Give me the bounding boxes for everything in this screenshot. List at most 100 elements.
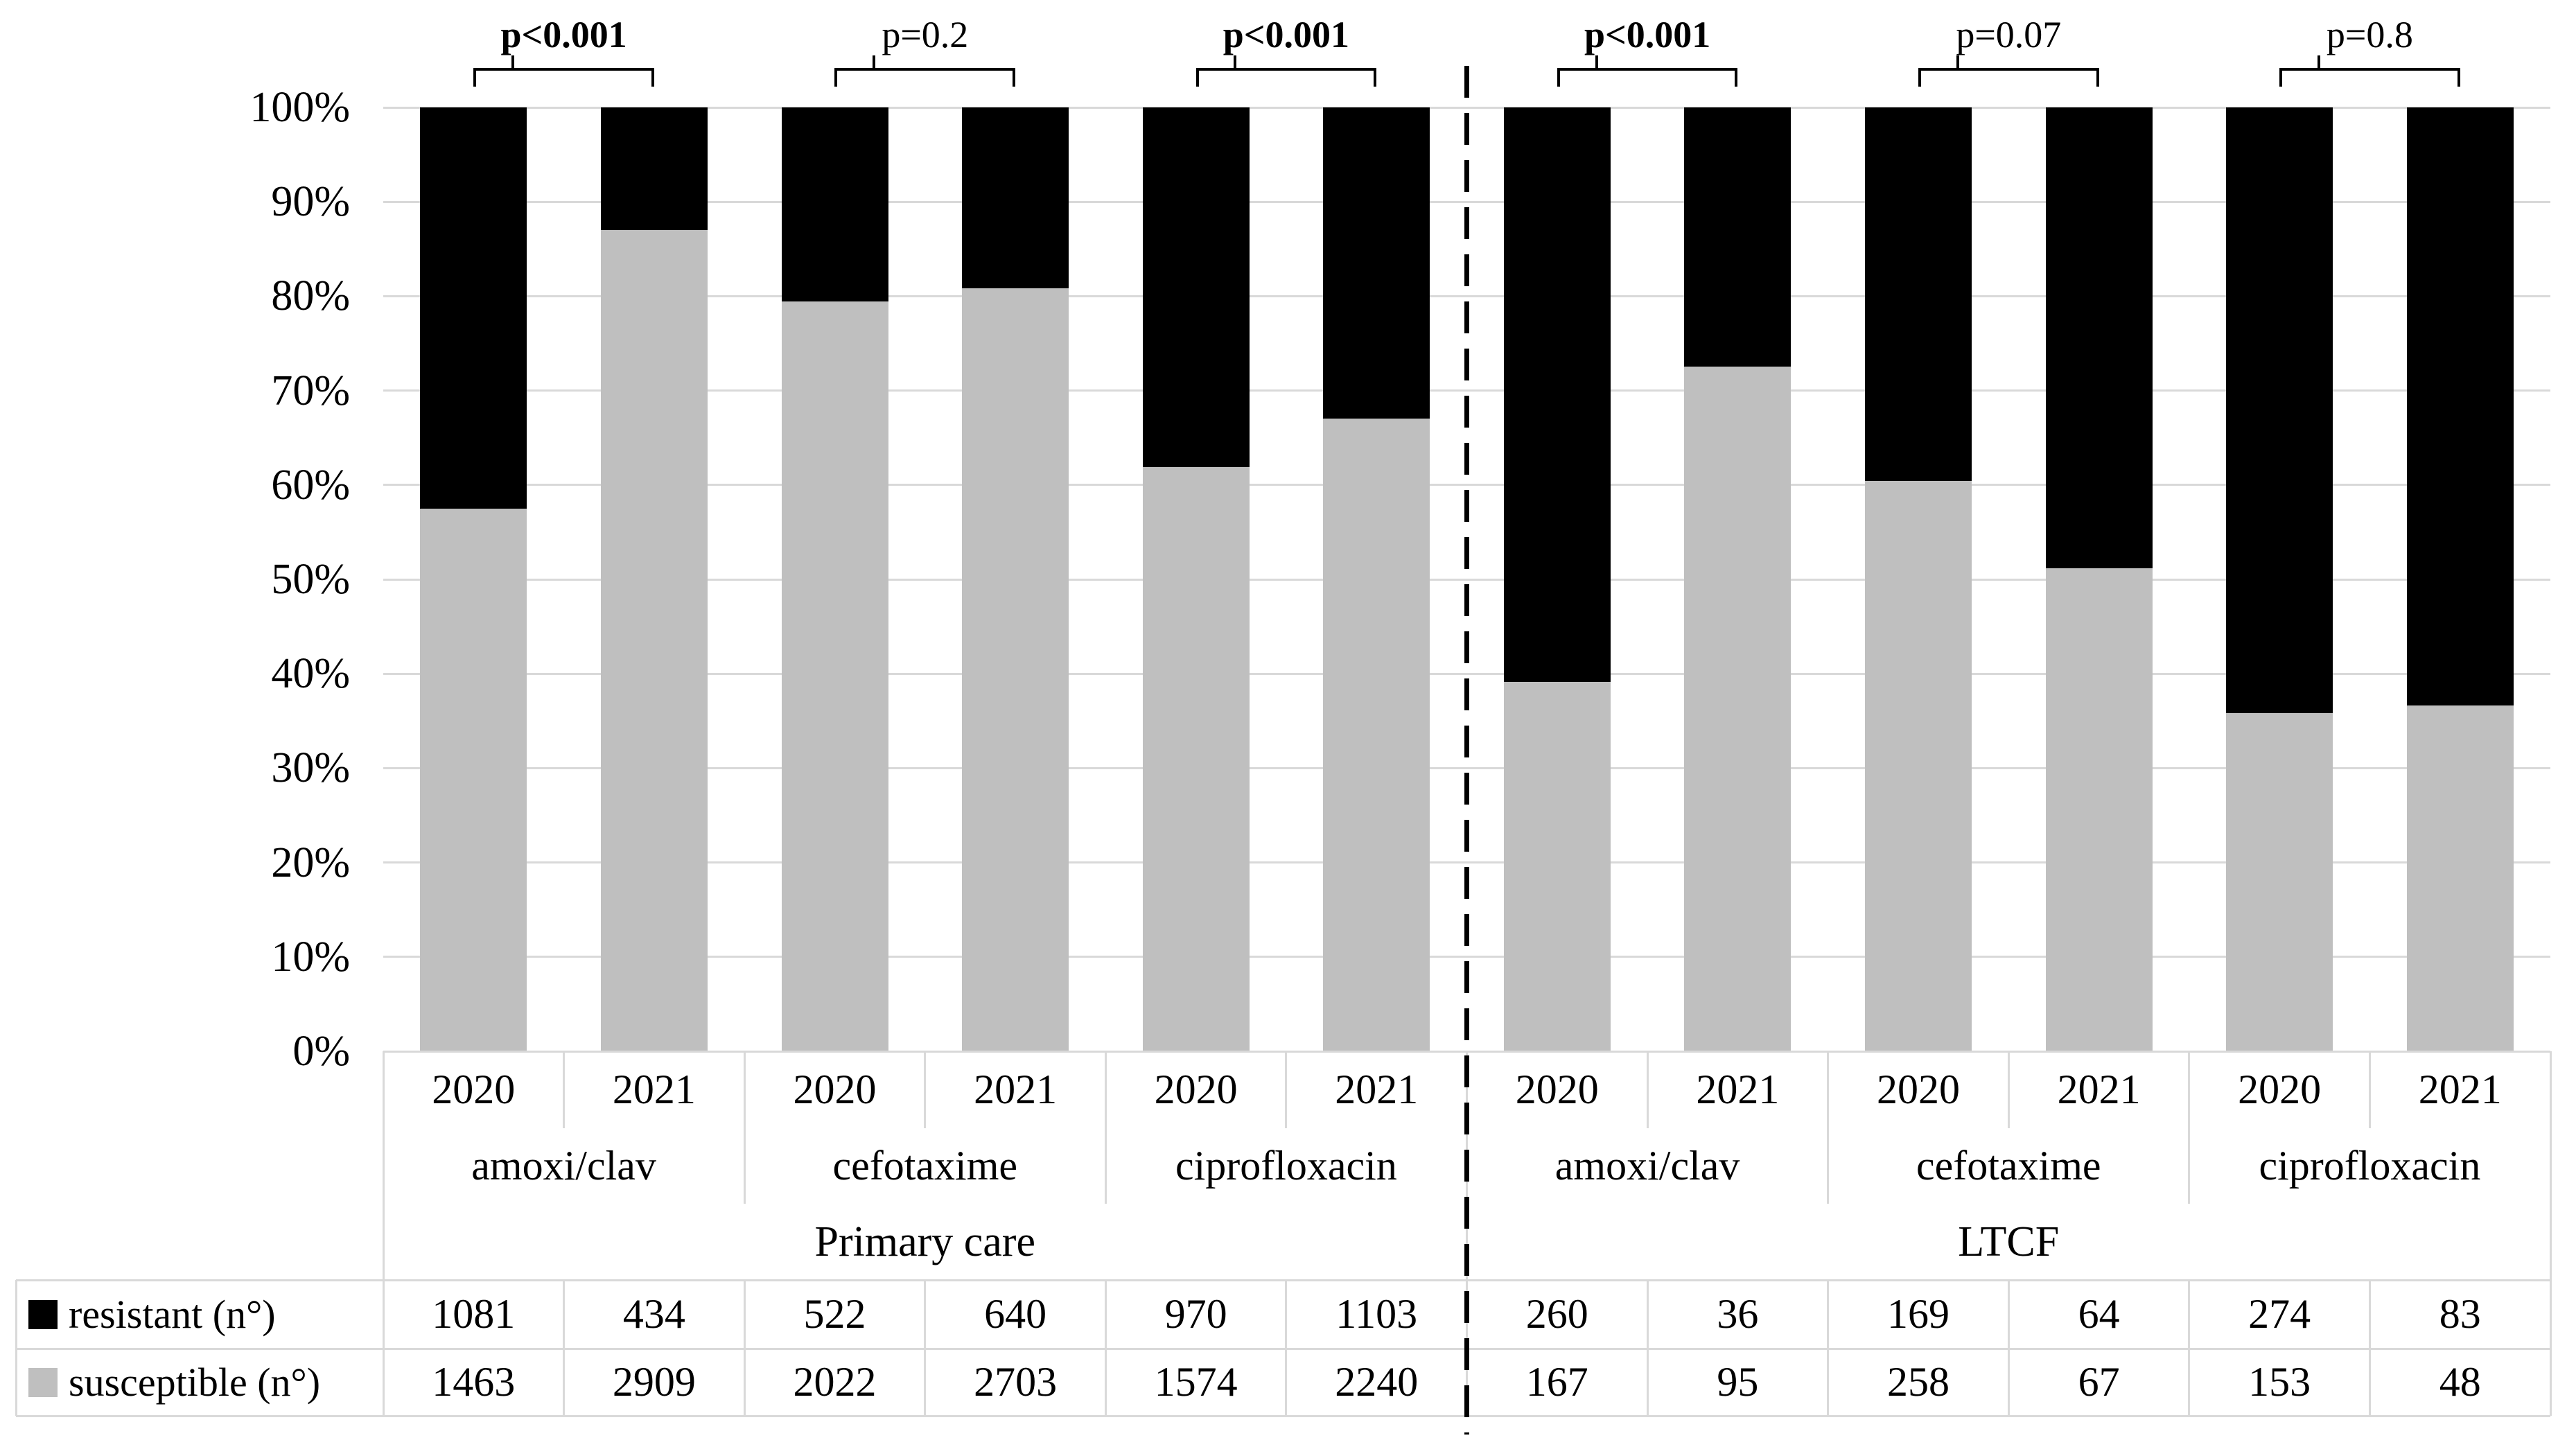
table-border-vertical <box>382 1051 385 1416</box>
legend-row-resistant: resistant (n°) <box>28 1280 382 1349</box>
susceptible-count-cell: 167 <box>1525 1359 1588 1405</box>
susceptible-count-cell: 2703 <box>974 1359 1058 1405</box>
table-border-vertical <box>563 1051 566 1128</box>
bracket-bar <box>473 68 654 71</box>
year-label: 2020 <box>1154 1067 1238 1112</box>
bracket-left-tick <box>2279 68 2283 87</box>
resistant-count-cell: 640 <box>984 1291 1047 1337</box>
bar-resistant-LTCF-ciprofloxacin-2021 <box>2406 107 2514 705</box>
bar-susceptible-LTCF-amoxi-clav-2021 <box>1684 367 1791 1051</box>
table-border-vertical <box>1646 1051 1649 1128</box>
table-border-vertical <box>382 1280 385 1416</box>
table-border-vertical <box>1827 1280 1830 1416</box>
bar-susceptible-Primary-care-ciprofloxacin-2020 <box>1142 467 1250 1051</box>
table-border-vertical <box>2368 1280 2371 1416</box>
resistant-count-cell: 274 <box>2248 1291 2311 1337</box>
setting-group-label: Primary care <box>814 1218 1035 1265</box>
antibiotic-label: amoxi/clav <box>471 1143 656 1189</box>
bar-susceptible-Primary-care-cefotaxime-2020 <box>781 301 888 1051</box>
legend-swatch-resistant <box>28 1299 58 1329</box>
table-border-vertical <box>1827 1051 1830 1204</box>
bar-resistant-Primary-care-cefotaxime-2021 <box>962 107 1069 288</box>
bracket-right-tick <box>2096 68 2099 87</box>
resistant-count-cell: 64 <box>2078 1291 2120 1337</box>
bar-resistant-Primary-care-ciprofloxacin-2020 <box>1142 107 1250 468</box>
bar-susceptible-Primary-care-amoxi-clav-2020 <box>420 508 527 1051</box>
susceptible-count-cell: 258 <box>1886 1359 1950 1405</box>
y-axis-tick-label: 80% <box>271 272 350 320</box>
p-value-label: p<0.001 <box>1584 14 1711 55</box>
bracket-bar <box>1195 68 1377 71</box>
p-value-label: p=0.2 <box>882 14 969 55</box>
table-border-horizontal <box>16 1279 2550 1281</box>
resistant-count-cell: 1081 <box>432 1291 516 1337</box>
p-value-label: p=0.8 <box>2326 14 2413 55</box>
bracket-left-tick <box>1557 68 1560 87</box>
bracket-left-tick <box>834 68 838 87</box>
p-value-label: p=0.07 <box>1956 14 2062 55</box>
legend-swatch-susceptible <box>28 1367 58 1397</box>
bar-resistant-LTCF-cefotaxime-2020 <box>1865 107 1972 482</box>
bracket-left-tick <box>1918 68 1921 87</box>
bar-resistant-LTCF-amoxi-clav-2021 <box>1684 107 1791 367</box>
table-border-vertical <box>2007 1051 2010 1128</box>
susceptible-count-cell: 95 <box>1717 1359 1759 1405</box>
legend-row-susceptible: susceptible (n°) <box>28 1349 382 1416</box>
y-axis-tick-label: 0% <box>292 1028 350 1075</box>
susceptible-count-cell: 67 <box>2078 1359 2120 1405</box>
bar-susceptible-LTCF-ciprofloxacin-2021 <box>2406 705 2514 1051</box>
bracket-bar <box>1557 68 1738 71</box>
antibiotic-label: amoxi/clav <box>1554 1143 1740 1189</box>
group-divider-dashed-line <box>1464 66 1469 1435</box>
bracket-right-tick <box>1013 68 1015 87</box>
resistant-count-cell: 83 <box>2439 1291 2481 1337</box>
resistant-count-cell: 1103 <box>1335 1291 1418 1337</box>
y-axis-tick-label: 40% <box>271 650 350 698</box>
bracket-bar <box>1918 68 2099 71</box>
resistant-count-cell: 434 <box>622 1291 685 1337</box>
table-border-vertical <box>1104 1051 1107 1204</box>
antibiotic-label: ciprofloxacin <box>2259 1143 2481 1189</box>
p-value-label: p<0.001 <box>500 14 627 55</box>
y-axis-tick-label: 90% <box>271 178 350 226</box>
year-label: 2020 <box>1876 1067 1960 1112</box>
bar-susceptible-Primary-care-amoxi-clav-2021 <box>600 229 708 1051</box>
bracket-left-tick <box>473 68 477 87</box>
table-border-vertical <box>1285 1051 1288 1128</box>
table-border-horizontal <box>16 1347 2550 1350</box>
table-border-vertical <box>563 1280 566 1416</box>
bar-susceptible-LTCF-ciprofloxacin-2020 <box>2226 713 2333 1051</box>
bar-resistant-Primary-care-amoxi-clav-2020 <box>420 107 527 509</box>
bracket-right-tick <box>2457 68 2460 87</box>
resistant-count-cell: 260 <box>1525 1291 1588 1337</box>
bracket-connector <box>1595 55 1598 71</box>
bracket-connector <box>511 55 514 71</box>
table-border-vertical <box>2188 1280 2191 1416</box>
bar-resistant-Primary-care-cefotaxime-2020 <box>781 107 888 301</box>
bracket-bar <box>834 68 1016 71</box>
bar-susceptible-Primary-care-ciprofloxacin-2021 <box>1323 419 1430 1051</box>
table-border-vertical <box>743 1280 746 1416</box>
bracket-connector <box>2317 55 2320 71</box>
table-left-edge <box>15 1280 17 1416</box>
year-label: 2020 <box>2238 1067 2322 1112</box>
bracket-right-tick <box>1374 68 1377 87</box>
bar-resistant-LTCF-ciprofloxacin-2020 <box>2226 107 2333 713</box>
bracket-right-tick <box>1735 68 1738 87</box>
bar-susceptible-LTCF-amoxi-clav-2020 <box>1503 682 1611 1051</box>
bar-resistant-LTCF-cefotaxime-2021 <box>2045 107 2153 569</box>
resistant-count-cell: 970 <box>1164 1291 1227 1337</box>
susceptible-count-cell: 2909 <box>612 1359 696 1405</box>
year-label: 2021 <box>2418 1067 2502 1112</box>
table-border-vertical <box>1104 1280 1107 1416</box>
resistant-count-cell: 522 <box>803 1291 866 1337</box>
table-border-horizontal <box>16 1414 2550 1417</box>
year-label: 2021 <box>2057 1067 2141 1112</box>
resistant-count-cell: 36 <box>1717 1291 1759 1337</box>
bar-resistant-LTCF-amoxi-clav-2020 <box>1503 107 1611 683</box>
y-axis-tick-label: 60% <box>271 461 350 509</box>
antibiotic-label: ciprofloxacin <box>1175 1143 1397 1189</box>
table-border-vertical <box>2007 1280 2010 1416</box>
table-border-vertical <box>1646 1280 1649 1416</box>
